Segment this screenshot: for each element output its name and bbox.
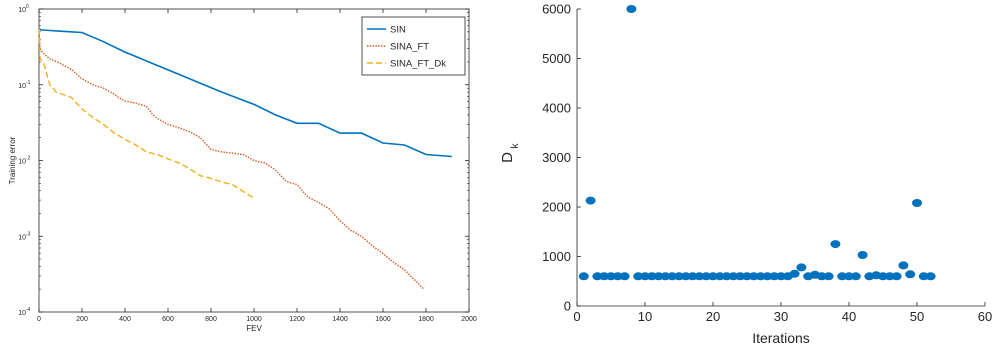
y-axis-label-base: D <box>499 152 516 163</box>
y-tick-label: 10 <box>18 234 26 241</box>
data-point <box>578 272 589 281</box>
x-tick-label: 0 <box>573 309 580 324</box>
x-tick-label: 60 <box>978 309 992 324</box>
y-tick-exponent: -2 <box>26 156 31 162</box>
x-tick-label: 1400 <box>332 316 348 323</box>
x-tick-label: 2000 <box>461 316 477 323</box>
data-point <box>585 196 596 205</box>
data-point <box>891 272 902 281</box>
y-tick-label: 1000 <box>542 249 571 264</box>
x-tick-label: 1800 <box>418 316 434 323</box>
legend-label: SIN <box>390 25 406 36</box>
y-axis-label-sub: k <box>510 143 521 149</box>
data-point <box>857 251 868 259</box>
y-tick-label: 10 <box>18 159 26 166</box>
x-tick-label: 0 <box>37 316 41 323</box>
x-tick-label: 30 <box>774 309 788 324</box>
x-tick-label: 600 <box>162 316 174 323</box>
x-tick-label: 40 <box>842 309 856 324</box>
x-tick-label: 400 <box>119 316 131 323</box>
data-point <box>912 199 922 207</box>
dk-scatter-chart: 0 10 20 30 40 50 60 0 1000 2000 3000 4000 5000 6000 It… <box>499 2 992 347</box>
series-line-sina-ft-dk <box>38 28 255 199</box>
x-tick-label: 800 <box>205 316 217 323</box>
data-point <box>626 5 637 13</box>
data-point <box>850 272 861 281</box>
data-point <box>619 272 630 281</box>
y-tick-label: 10 <box>18 310 26 317</box>
x-tick-label: 20 <box>706 309 720 324</box>
data-point <box>789 269 800 278</box>
series-line-sin <box>38 28 452 158</box>
legend-label: SINA_FT <box>390 42 429 53</box>
y-tick-label: 6000 <box>542 2 571 17</box>
y-tick-exponent: -4 <box>26 307 31 313</box>
data-point <box>830 240 841 249</box>
y-axis-label: Dk <box>499 143 521 163</box>
y-tick-label: 3000 <box>542 150 571 165</box>
x-tick-label: 1600 <box>375 316 391 323</box>
y-tick-label: 5000 <box>542 51 571 66</box>
y-tick-label: 0 <box>564 299 571 314</box>
data-point <box>823 272 834 281</box>
x-axis-label: Iterations <box>752 330 810 346</box>
data-point <box>925 272 936 281</box>
x-tick-label: 1200 <box>289 316 305 323</box>
y-tick-exponent: -1 <box>26 80 31 86</box>
y-tick-exponent: 0 <box>26 4 29 10</box>
legend-label: SINA_FT_Dk <box>390 59 446 70</box>
x-tick-label: 10 <box>638 309 652 324</box>
x-tick-label: 200 <box>76 316 88 323</box>
data-point <box>796 263 807 272</box>
y-tick-exponent: -3 <box>26 231 31 237</box>
y-tick-label: 2000 <box>542 200 571 215</box>
data-point <box>905 270 916 279</box>
y-tick-label: 4000 <box>542 101 571 116</box>
y-tick-label: 10 <box>18 7 26 14</box>
y-axis-label: Training error <box>8 136 17 184</box>
y-tick-label: 10 <box>18 83 26 90</box>
x-tick-label: 1000 <box>246 316 262 323</box>
x-tick-label: 50 <box>910 309 924 324</box>
data-point <box>898 261 909 270</box>
x-axis-label: FEV <box>246 324 262 333</box>
series-line-sina-ft <box>38 31 425 290</box>
